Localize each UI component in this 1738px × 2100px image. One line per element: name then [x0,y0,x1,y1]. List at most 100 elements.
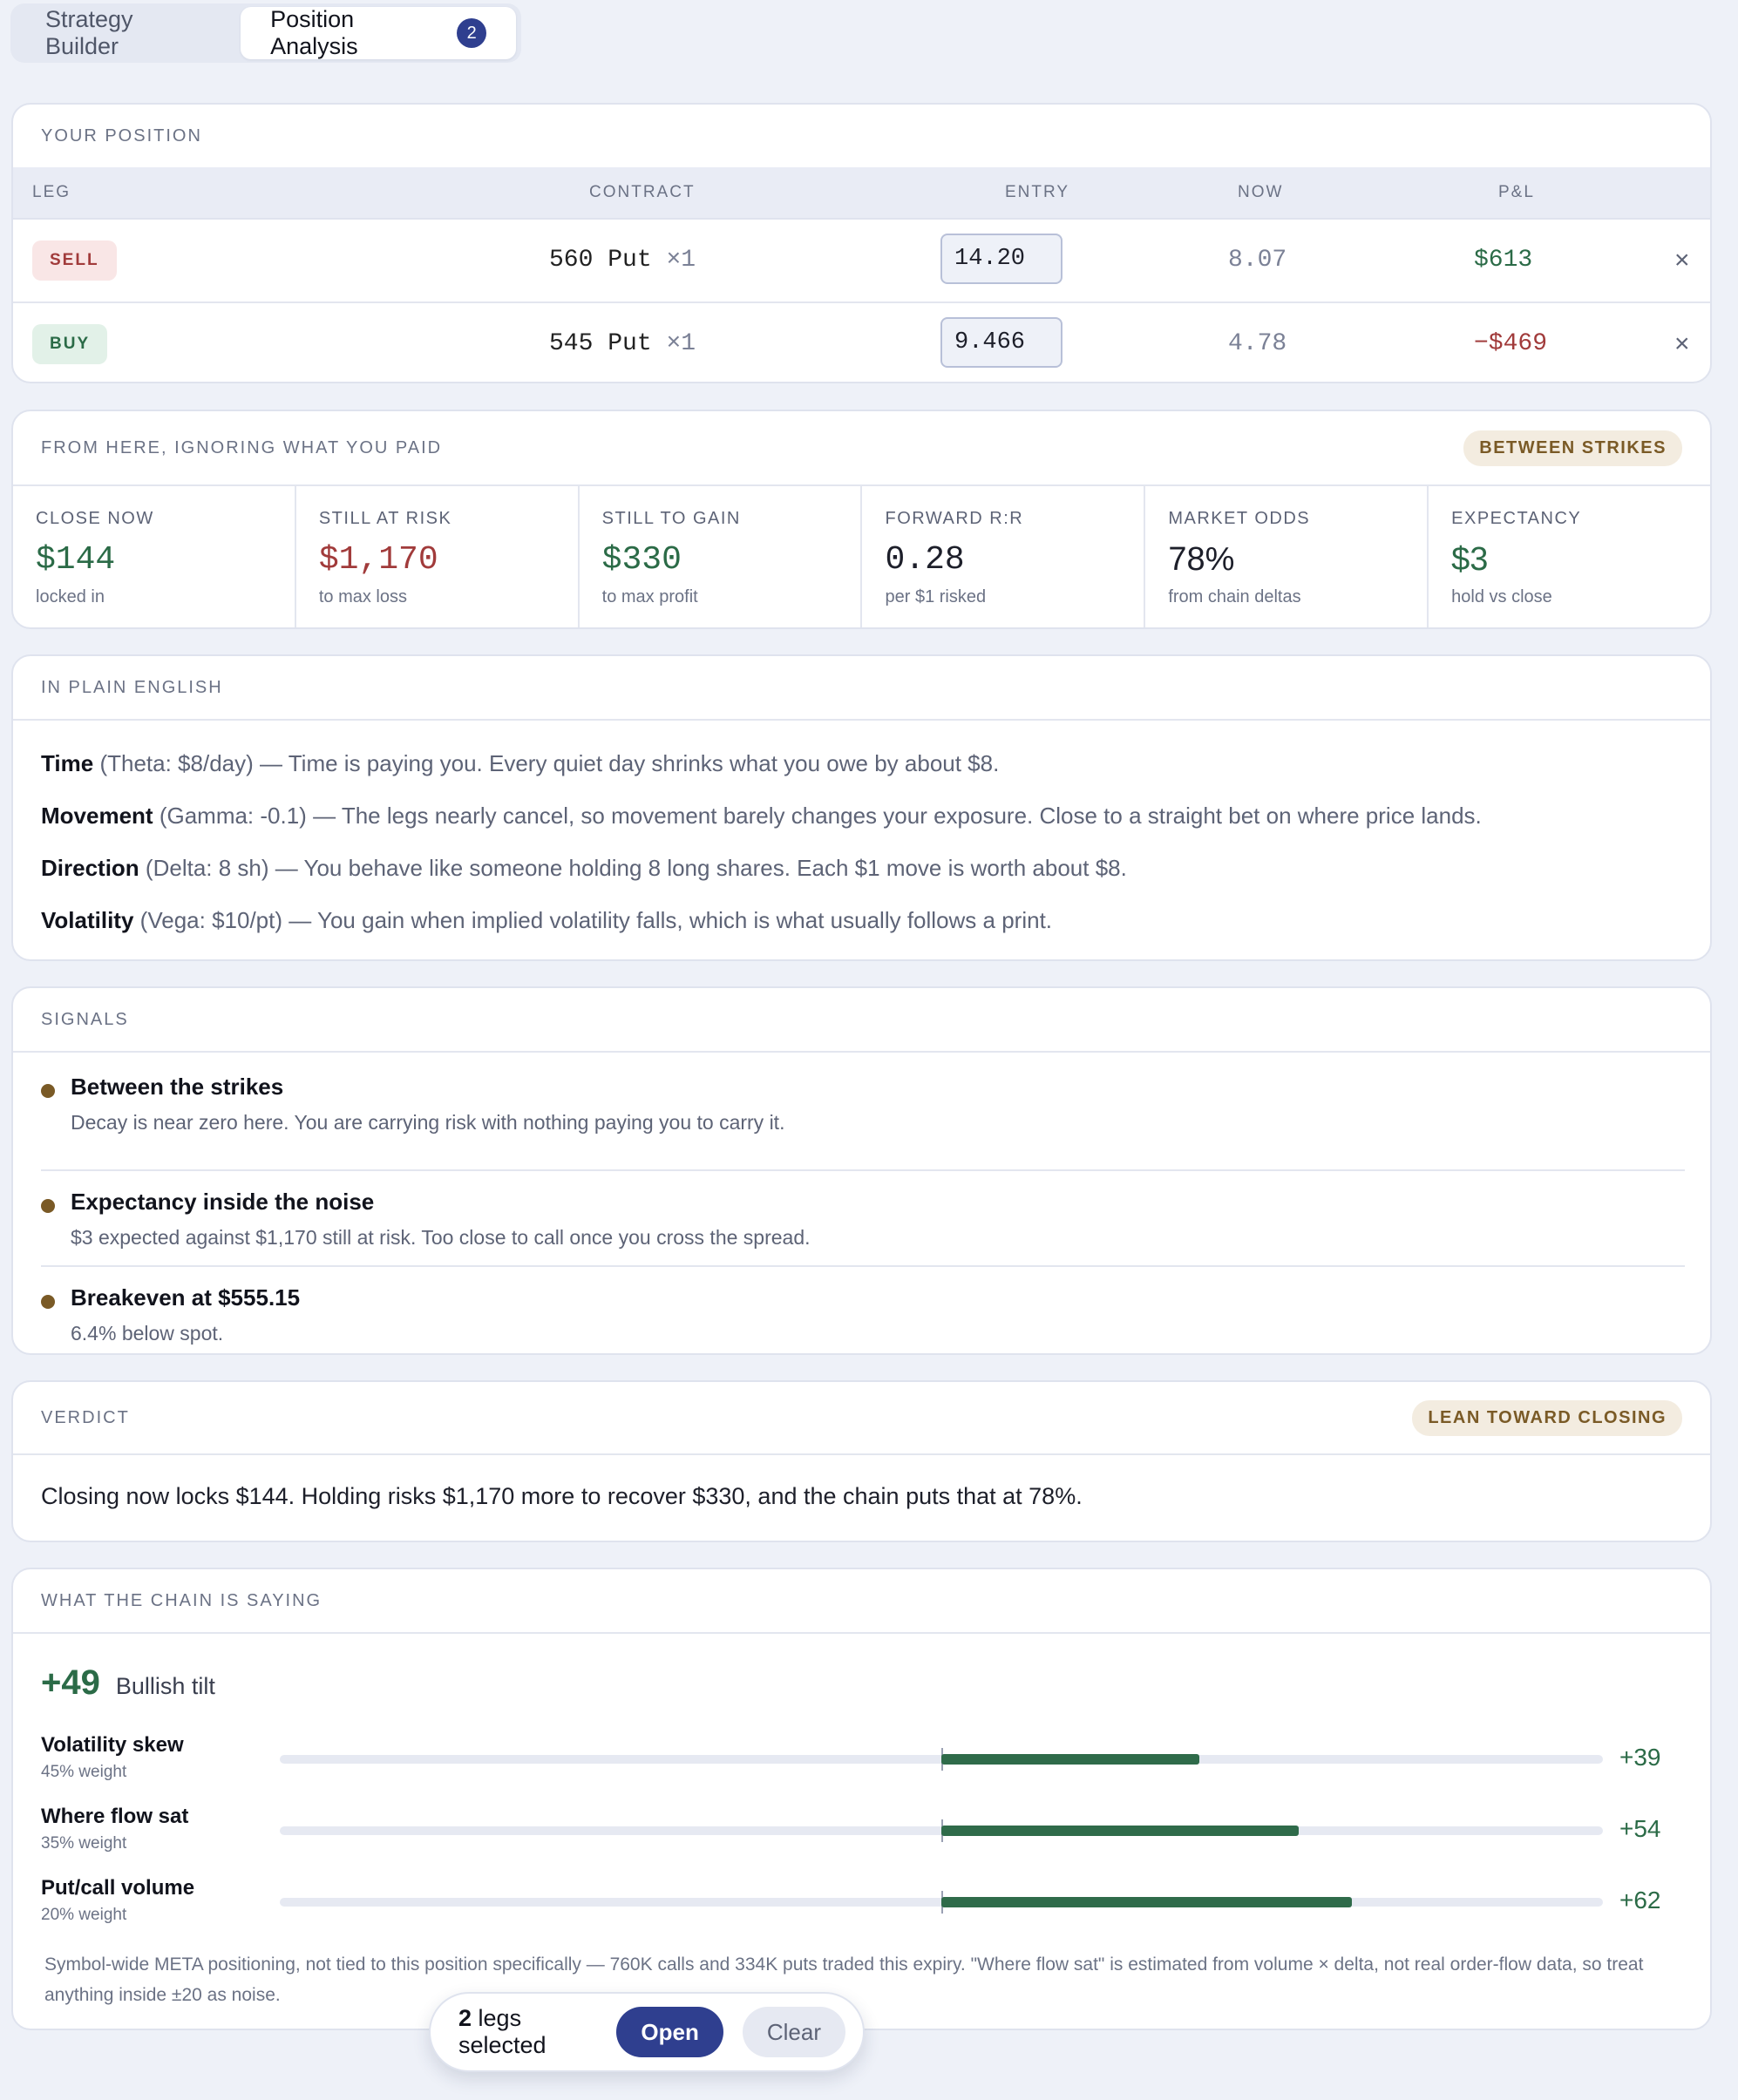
metric-label: FORWARD R:R [885,509,1024,528]
metric-sub: to max loss [318,587,407,606]
metric-sub: per $1 risked [885,587,987,606]
clear-button[interactable]: Clear [742,2007,845,2057]
greek-term: Time [41,750,94,776]
list-item: Expectancy inside the noise $3 expected … [41,1171,1685,1267]
contract-qty: ×1 [666,247,696,274]
greek-value: (Gamma: -0.1) [159,803,307,829]
greek-explanation-time: Time (Theta: $8/day) — Time is paying yo… [41,749,999,778]
signals-header: SIGNALS [13,988,1710,1053]
metric-label: MARKET ODDS [1168,509,1311,528]
tab-bar: Strategy Builder Position Analysis 2 [10,3,521,63]
signals-list: Between the strikes Decay is near zero h… [41,1074,1685,1353]
factor-weight: 35% weight [41,1834,127,1853]
factor-value: +62 [1619,1887,1661,1914]
greek-term: Movement [41,803,153,829]
metric-sub: hold vs close [1451,587,1552,606]
contract-qty: ×1 [666,330,696,357]
tab-label: Position Analysis [270,6,358,59]
plain-english-card: IN PLAIN ENGLISH Time (Theta: $8/day) — … [11,654,1712,961]
greek-text: — The legs nearly cancel, so movement ba… [313,803,1482,829]
factor-weight: 45% weight [41,1763,127,1781]
column-header-now: NOW [1238,183,1284,201]
verdict-card: VERDICT LEAN TOWARD CLOSING Closing now … [11,1380,1712,1542]
metric-close-now: CLOSE NOW $144 locked in [13,486,296,627]
verdict-text: Closing now locks $144. Holding risks $1… [41,1483,1083,1509]
remove-leg-button[interactable]: × [1674,246,1690,274]
metric-value: 78% [1168,541,1235,578]
metric-market-odds: MARKET ODDS 78% from chain deltas [1145,486,1429,627]
column-header-pnl: P&L [1498,183,1535,201]
contract-cell: 560 Put ×1 [549,220,696,301]
selection-bar: 2 legs selected Open Clear [429,1992,865,2072]
signal-title: Breakeven at $555.15 [71,1284,301,1311]
position-header: YOUR POSITION [13,105,1710,167]
side-tag: BUY [32,324,108,364]
count-badge: 2 [457,18,486,48]
metric-label: STILL AT RISK [318,509,452,528]
greek-term: Direction [41,855,139,881]
metric-sub: locked in [36,587,105,606]
entry-price-input[interactable]: 14.20 [940,234,1062,284]
greek-text: — You gain when implied volatility falls… [289,907,1053,933]
factor-name: Volatility skew [41,1733,184,1757]
contract-cell: 545 Put ×1 [549,303,696,382]
status-badge: BETWEEN STRIKES [1463,430,1682,466]
open-button[interactable]: Open [616,2007,723,2057]
position-card: YOUR POSITION LEG CONTRACT ENTRY NOW P&L… [11,103,1712,383]
tab-strategy-builder[interactable]: Strategy Builder [16,6,241,59]
metric-expectancy: EXPECTANCY $3 hold vs close [1429,486,1710,627]
metrics-row: CLOSE NOW $144 locked in STILL AT RISK $… [13,486,1710,627]
forward-card: FROM HERE, IGNORING WHAT YOU PAID BETWEE… [11,410,1712,629]
contract-name: 545 Put [549,330,652,357]
chain-header: WHAT THE CHAIN IS SAYING [13,1569,1710,1634]
factor-bar-fill [941,1754,1199,1765]
greek-explanation-movement: Movement (Gamma: -0.1) — The legs nearly… [41,801,1482,830]
current-price: 8.07 [1228,247,1287,274]
tab-label: Strategy Builder [45,6,133,59]
metric-still-at-risk: STILL AT RISK $1,170 to max loss [296,486,580,627]
entry-price-input[interactable]: 9.466 [940,317,1062,368]
signal-desc: $3 expected against $1,170 still at risk… [71,1226,811,1249]
selection-label: legs selected [458,2005,547,2058]
warning-dot-icon [41,1199,55,1213]
greek-value: (Vega: $10/pt) [139,907,283,933]
table-row: SELL 560 Put ×1 14.20 8.07 $613 × [13,220,1710,303]
greek-value: (Delta: 8 sh) [145,855,269,881]
factor-name: Where flow sat [41,1805,189,1828]
greek-explanation-direction: Direction (Delta: 8 sh) — You behave lik… [41,853,1127,883]
metric-sub: to max profit [601,587,698,606]
column-header-contract: CONTRACT [589,183,696,201]
section-title: FROM HERE, IGNORING WHAT YOU PAID [41,437,443,457]
remove-leg-button[interactable]: × [1674,329,1690,358]
warning-dot-icon [41,1295,55,1309]
section-title: WHAT THE CHAIN IS SAYING [41,1590,322,1610]
plain-header: IN PLAIN ENGLISH [13,656,1710,721]
metric-label: EXPECTANCY [1451,509,1582,528]
verdict-header: VERDICT LEAN TOWARD CLOSING [13,1382,1710,1455]
factor-name: Put/call volume [41,1876,195,1900]
metric-value: $330 [601,541,682,579]
tab-position-analysis[interactable]: Position Analysis 2 [241,6,516,59]
selection-count: 2 [458,2005,472,2031]
metric-forward-rr: FORWARD R:R 0.28 per $1 risked [862,486,1146,627]
table-header: LEG CONTRACT ENTRY NOW P&L [13,167,1710,220]
pnl-value: $613 [1474,247,1533,274]
signal-title: Expectancy inside the noise [71,1189,375,1215]
column-header-leg: LEG [32,183,71,201]
metric-value: 0.28 [885,541,965,579]
score-label: Bullish tilt [115,1673,215,1699]
section-title: IN PLAIN ENGLISH [41,677,223,697]
factor-bar-fill [941,1826,1299,1836]
score-value: +49 [41,1663,100,1702]
signal-desc: Decay is near zero here. You are carryin… [71,1111,785,1134]
chain-score: +49 Bullish tilt [41,1663,215,1703]
greek-explanation-volatility: Volatility (Vega: $10/pt) — You gain whe… [41,905,1052,935]
warning-dot-icon [41,1084,55,1098]
list-item: Between the strikes Decay is near zero h… [41,1074,1685,1171]
verdict-badge: LEAN TOWARD CLOSING [1412,1399,1682,1436]
metric-value: $3 [1451,541,1489,578]
factor-bar-fill [941,1897,1352,1907]
metric-sub: from chain deltas [1168,587,1301,606]
metric-value: $144 [36,541,116,579]
factor-value: +54 [1619,1815,1661,1842]
